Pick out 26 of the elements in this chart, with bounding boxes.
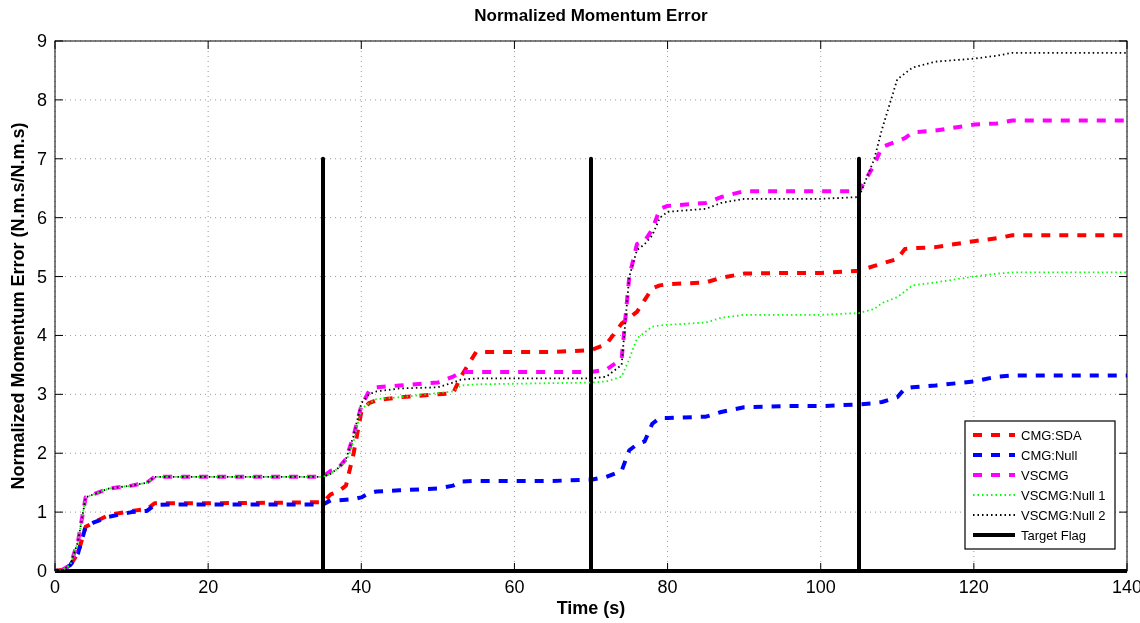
x-axis-title: Time (s) bbox=[556, 598, 626, 618]
legend-label: VSCMG:Null 2 bbox=[1021, 508, 1106, 523]
x-tick-label: 80 bbox=[657, 577, 678, 597]
y-tick-label: 4 bbox=[36, 325, 47, 346]
x-tick-label: 40 bbox=[351, 577, 372, 597]
y-tick-label: 7 bbox=[36, 148, 47, 169]
x-tick-label: 100 bbox=[805, 577, 836, 597]
legend-label: CMG:Null bbox=[1021, 448, 1078, 463]
chart-title: Normalized Momentum Error bbox=[474, 6, 709, 25]
legend-label: VSCMG:Null 1 bbox=[1021, 488, 1106, 503]
y-tick-label: 6 bbox=[36, 207, 47, 228]
y-tick-label: 9 bbox=[36, 31, 47, 51]
x-tick-label: 120 bbox=[958, 577, 989, 597]
y-tick-label: 3 bbox=[36, 384, 47, 405]
y-tick-label: 0 bbox=[36, 561, 47, 581]
y-tick-label: 2 bbox=[36, 443, 47, 464]
legend-label: VSCMG bbox=[1021, 468, 1069, 483]
legend-label: CMG:SDA bbox=[1021, 428, 1082, 443]
y-tick-label: 8 bbox=[36, 89, 47, 110]
x-tick-label: 20 bbox=[198, 577, 219, 597]
legend-label: Target Flag bbox=[1021, 528, 1087, 543]
x-tick-label: 60 bbox=[504, 577, 525, 597]
y-tick-label: 5 bbox=[36, 266, 47, 287]
x-tick-label: 0 bbox=[49, 577, 61, 597]
y-axis-title: Normalized Momentum Error (N.m.s/N.m.s) bbox=[8, 122, 28, 490]
y-tick-label: 1 bbox=[36, 502, 47, 523]
